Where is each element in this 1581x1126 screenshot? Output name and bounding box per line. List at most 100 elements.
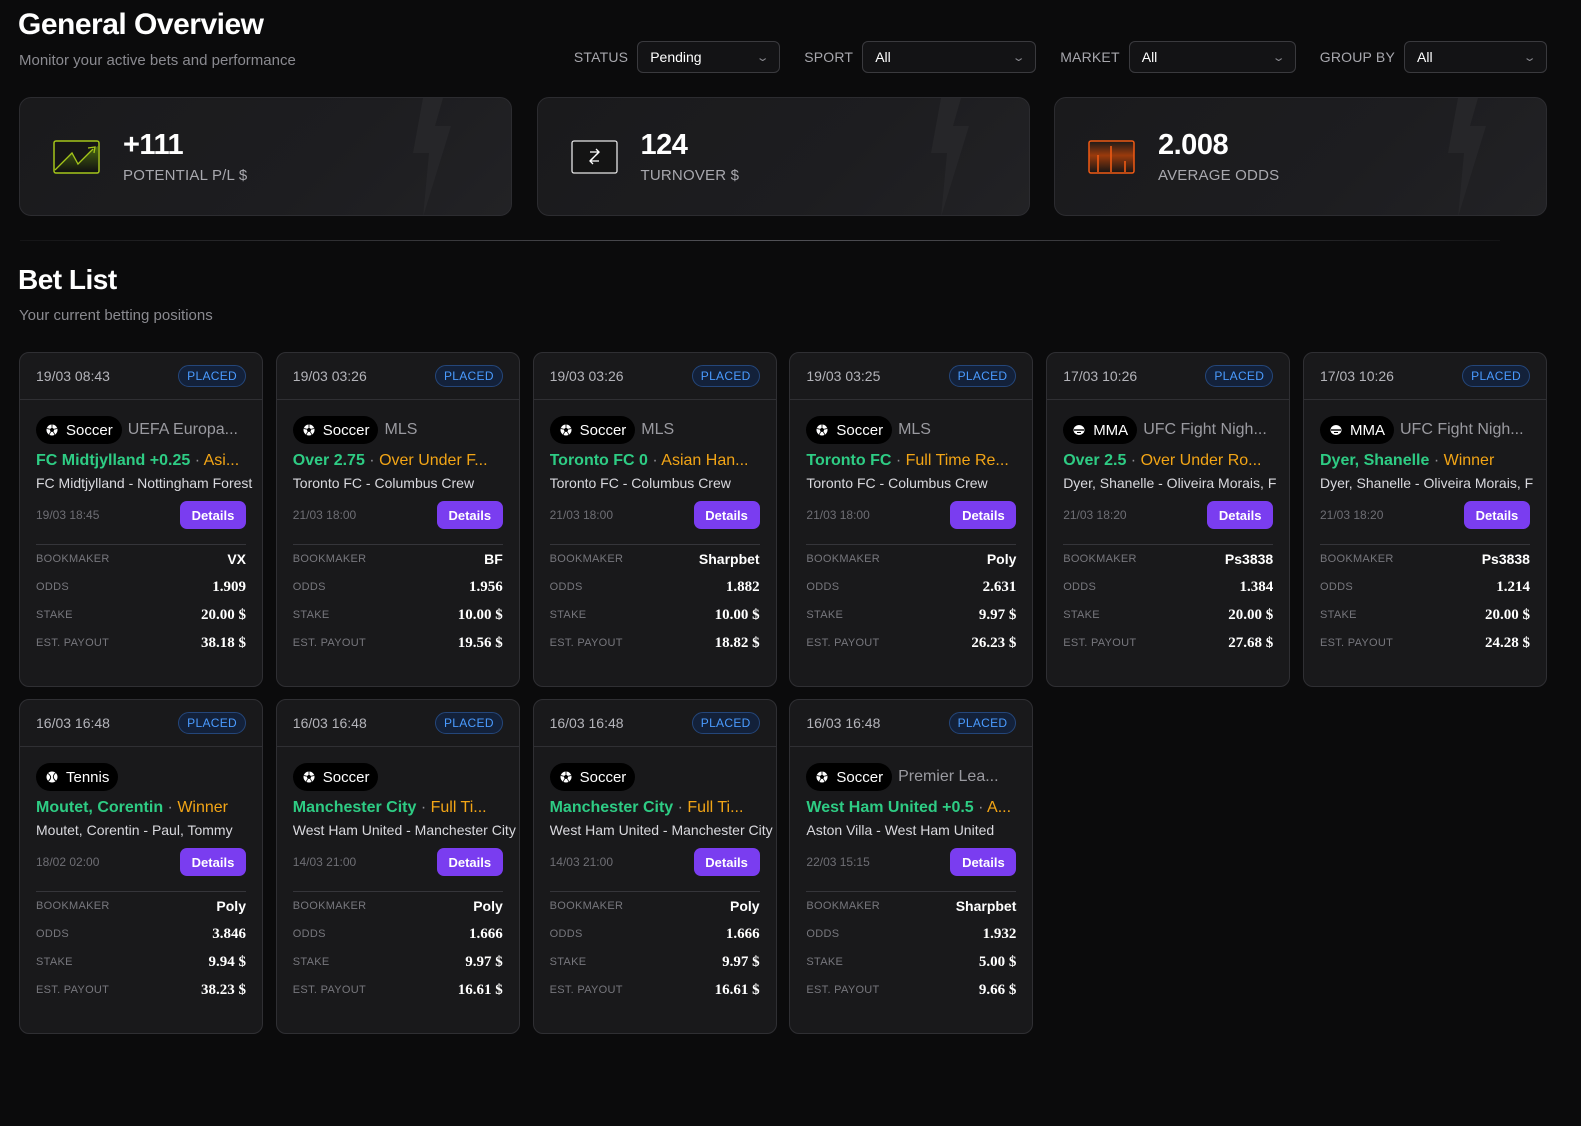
details-button[interactable]: Details: [180, 848, 246, 876]
market: Full Time Re...: [905, 452, 1009, 469]
bet-card-header: 19/03 03:26 PLACED: [276, 353, 519, 400]
bookmaker-row: BOOKMAKER Poly: [806, 545, 1016, 573]
select-value: All: [875, 49, 891, 65]
stake-value: 9.97 $: [722, 953, 760, 970]
placed-date: 16/03 16:48: [292, 715, 367, 731]
details-button[interactable]: Details: [950, 848, 1017, 876]
sport-name: Soccer: [579, 421, 627, 439]
placed-date: 16/03 16:48: [36, 715, 110, 731]
bet-pick: Toronto FC 0 · Asian Han...: [550, 450, 760, 472]
status-badge: PLACED: [1205, 365, 1274, 387]
sport-pill: Soccer: [549, 763, 636, 791]
card-divider: [292, 544, 503, 545]
bet-pick: Manchester City · Full Ti...: [550, 797, 760, 819]
payout-label: EST. PAYOUT: [36, 984, 110, 996]
match-name: FC Midtjylland - Nottingham Forest: [36, 475, 253, 491]
status-badge: PLACED: [948, 712, 1017, 734]
group-by-select[interactable]: All ⌄: [1404, 41, 1547, 73]
payout-label: EST. PAYOUT: [549, 984, 623, 996]
soccer-ball-icon: [46, 424, 58, 436]
bet-card-header: 16/03 16:48 PLACED: [276, 700, 519, 747]
details-button[interactable]: Details: [180, 501, 246, 529]
market-select[interactable]: All ⌄: [1128, 41, 1296, 73]
section-divider: [20, 240, 1500, 241]
details-button[interactable]: Details: [693, 848, 760, 876]
stat-text: +111 POTENTIAL P/L $: [123, 129, 247, 184]
payout-label: EST. PAYOUT: [292, 637, 366, 649]
chevron-down-icon: ⌄: [755, 51, 770, 64]
bet-card-7: 16/03 16:48 PLACED Tennis Moutet, Corent…: [19, 699, 263, 1034]
details-button[interactable]: Details: [1463, 501, 1530, 529]
separator-dot: ·: [673, 799, 688, 816]
details-button[interactable]: Details: [436, 501, 503, 529]
bet-list-title: Bet List: [18, 264, 117, 295]
event-time: 18/02 02:00: [36, 855, 100, 869]
payout-row: EST. PAYOUT 38.18 $: [36, 629, 246, 657]
sport-pill: Soccer: [292, 763, 379, 791]
bet-pick: Dyer, Shanelle · Winner: [1320, 450, 1530, 472]
payout-value: 16.61 $: [457, 981, 503, 998]
select-value: Pending: [650, 49, 702, 65]
payout-value: 26.23 $: [971, 634, 1017, 651]
payout-row: EST. PAYOUT 16.61 $: [550, 976, 760, 1004]
odds-value: 1.882: [725, 578, 760, 595]
placed-date: 19/03 03:26: [549, 368, 624, 384]
bet-card-header: 16/03 16:48 PLACED: [790, 700, 1033, 747]
filter-label: MARKET: [1060, 49, 1120, 65]
payout-row: EST. PAYOUT 26.23 $: [806, 629, 1016, 657]
sport-select[interactable]: All ⌄: [862, 41, 1037, 73]
stake-label: STAKE: [806, 609, 844, 621]
placed-date: 19/03 08:43: [36, 368, 110, 384]
placed-date: 16/03 16:48: [549, 715, 624, 731]
bet-pick: West Ham United +0.5 · A...: [806, 797, 1016, 819]
selection: Over 2.5: [1063, 452, 1127, 469]
sport-row: Soccer MLS: [292, 416, 503, 444]
card-divider: [806, 544, 1017, 545]
event-time: 21/03 18:20: [1063, 508, 1127, 522]
payout-row: EST. PAYOUT 18.82 $: [550, 629, 760, 657]
separator-dot: ·: [163, 799, 178, 816]
match-name: Dyer, Shanelle - Oliveira Morais, F: [1063, 475, 1277, 491]
chevron-down-icon: ⌄: [1011, 51, 1026, 64]
details-button[interactable]: Details: [693, 501, 760, 529]
stake-value: 20.00 $: [201, 606, 246, 623]
stat-card-average-odds: 2.008 AVERAGE ODDS: [1054, 97, 1547, 216]
sport-row: Soccer Premier Lea...: [806, 763, 1016, 791]
details-button[interactable]: Details: [436, 848, 503, 876]
odds-label: ODDS: [1319, 581, 1353, 593]
placed-date: 19/03 03:25: [806, 368, 881, 384]
placed-date: 17/03 10:26: [1319, 368, 1394, 384]
sport-name: Tennis: [66, 768, 110, 786]
stake-row: STAKE 9.97 $: [806, 601, 1016, 629]
odds-value: 1.666: [725, 925, 760, 942]
status-select[interactable]: Pending ⌄: [637, 41, 781, 73]
odds-value: 1.214: [1496, 578, 1530, 595]
selection: Manchester City: [292, 799, 417, 816]
event-time: 21/03 18:00: [806, 508, 870, 522]
bookmaker-value: Poly: [216, 898, 246, 914]
stake-value: 20.00 $: [1228, 606, 1274, 623]
sport-name: Soccer: [579, 768, 627, 786]
filter-label: GROUP BY: [1319, 49, 1395, 65]
stake-row: STAKE 20.00 $: [36, 601, 246, 629]
payout-row: EST. PAYOUT 24.28 $: [1320, 629, 1530, 657]
status-badge: PLACED: [434, 365, 503, 387]
details-button[interactable]: Details: [1207, 501, 1274, 529]
selection: Moutet, Corentin: [36, 799, 164, 816]
odds-value: 1.666: [469, 925, 503, 942]
odds-row: ODDS 3.846: [36, 920, 246, 948]
status-badge: PLACED: [434, 712, 503, 734]
odds-row: ODDS 1.666: [293, 920, 503, 948]
sport-name: MMA: [1093, 421, 1129, 439]
bet-card-1: 19/03 08:43 PLACED Soccer UEFA Europa...…: [19, 352, 263, 687]
filter-bar: STATUS Pending ⌄ SPORT All ⌄ MARKET All …: [550, 41, 1547, 73]
details-button[interactable]: Details: [950, 501, 1017, 529]
odds-row: ODDS 1.384: [1063, 573, 1273, 601]
placed-date: 17/03 10:26: [1063, 368, 1138, 384]
stake-label: STAKE: [292, 956, 330, 968]
card-divider: [36, 544, 246, 545]
league-name: UFC Fight Nigh...: [1399, 421, 1524, 438]
soccer-ball-icon: [816, 771, 828, 783]
payout-row: EST. PAYOUT 19.56 $: [293, 629, 503, 657]
payout-label: EST. PAYOUT: [36, 637, 110, 649]
